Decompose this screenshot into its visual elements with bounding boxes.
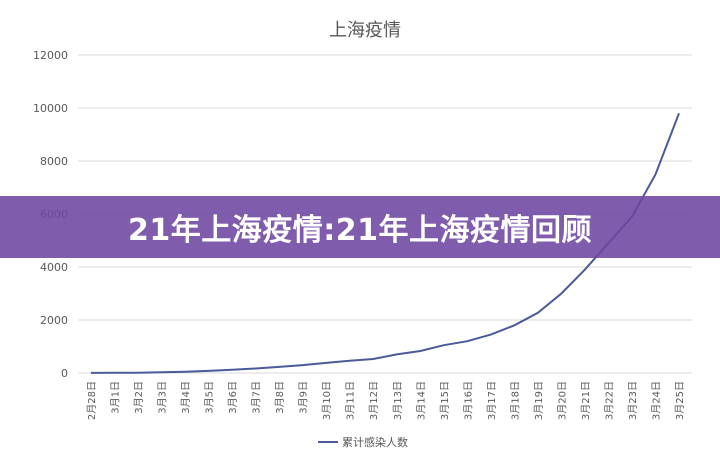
x-tick-label: 3月3日 <box>157 381 169 414</box>
legend: 累计感染人数 <box>318 435 408 449</box>
x-tick-label: 3月21日 <box>580 381 592 420</box>
y-tick-label: 10000 <box>33 102 68 115</box>
x-tick-label: 3月14日 <box>415 381 427 420</box>
x-tick-label: 3月23日 <box>627 381 639 420</box>
x-tick-label: 3月15日 <box>439 381 451 420</box>
x-tick-label: 3月24日 <box>650 381 662 420</box>
y-tick-label: 12000 <box>33 49 68 62</box>
banner-text: 21年上海疫情:21年上海疫情回顾 <box>128 213 592 248</box>
x-tick-label: 3月20日 <box>556 381 568 420</box>
x-tick-label: 3月1日 <box>110 381 122 414</box>
series-line-cumulative-infections <box>90 112 680 374</box>
x-tick-label: 3月11日 <box>345 381 357 420</box>
x-tick-label: 3月22日 <box>603 381 615 420</box>
x-tick-label: 3月13日 <box>392 381 404 420</box>
legend-label: 累计感染人数 <box>342 435 408 449</box>
title-banner: 21年上海疫情:21年上海疫情回顾 <box>0 196 720 258</box>
x-tick-label: 3月4日 <box>180 381 192 414</box>
y-tick-label: 4000 <box>40 261 68 274</box>
x-tick-label: 3月18日 <box>509 381 521 420</box>
x-tick-label: 3月17日 <box>486 381 498 420</box>
x-tick-label: 3月19日 <box>533 381 545 420</box>
x-tick-label: 2月28日 <box>86 381 98 420</box>
x-tick-label: 3月9日 <box>298 381 310 414</box>
x-tick-label: 3月25日 <box>674 381 686 420</box>
x-tick-label: 3月8日 <box>274 381 286 414</box>
x-tick-label: 3月10日 <box>321 381 333 420</box>
x-tick-label: 3月6日 <box>227 381 239 414</box>
y-tick-label: 2000 <box>40 314 68 327</box>
chart-title: 上海疫情 <box>329 20 401 41</box>
x-tick-label: 3月5日 <box>204 381 216 414</box>
x-tick-label: 3月7日 <box>251 381 263 414</box>
x-tick-label: 3月2日 <box>133 381 145 414</box>
x-tick-label: 3月12日 <box>368 381 380 420</box>
x-tick-label: 3月16日 <box>462 381 474 420</box>
y-tick-label: 0 <box>61 367 68 380</box>
y-tick-label: 8000 <box>40 155 68 168</box>
x-tick-labels: 2月28日 3月1日 3月2日 3月3日 3月4日 3月5日 3月6日 3月7日 3月8日 3月9… <box>86 381 686 420</box>
